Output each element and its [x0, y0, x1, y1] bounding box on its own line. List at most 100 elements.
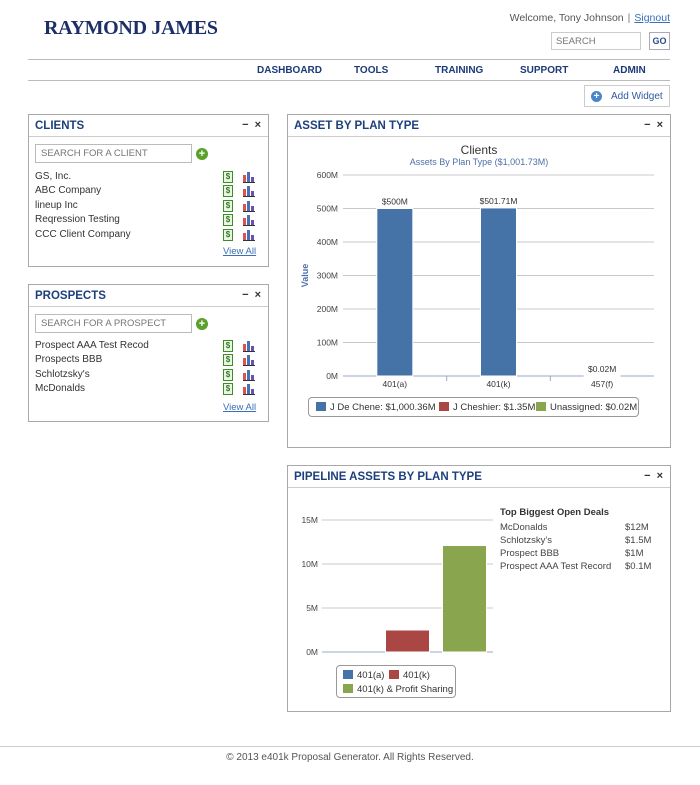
y-tick-label: 200M: [317, 304, 338, 314]
dollar-document-icon[interactable]: $: [223, 383, 233, 396]
deal-value: $1M: [625, 548, 644, 559]
list-item-name[interactable]: Prospects BBB: [35, 354, 103, 366]
legend-item[interactable]: Unassigned: $0.02M: [536, 402, 637, 413]
global-search-input[interactable]: [551, 32, 641, 50]
asset-panel-header: ASSET BY PLAN TYPE − ×: [288, 115, 670, 137]
x-tick-label: 401(a): [383, 379, 408, 389]
pipeline-chart-legend: 401(a) 401(k) 401(k) & Profit Sharing: [336, 665, 456, 698]
list-item-name[interactable]: CCC Client Company: [35, 228, 131, 240]
deal-row: Schlotzsky's $1.5M: [500, 535, 660, 548]
pipeline-panel-title: PIPELINE ASSETS BY PLAN TYPE: [294, 471, 482, 483]
nav-tools[interactable]: TOOLS: [354, 65, 389, 76]
close-icon[interactable]: ×: [656, 119, 663, 131]
go-button[interactable]: GO: [649, 32, 670, 50]
dollar-document-icon[interactable]: $: [223, 228, 233, 241]
nav-dashboard[interactable]: DASHBOARD: [257, 65, 322, 76]
legend-item[interactable]: 401(a): [343, 670, 384, 681]
dollar-document-icon[interactable]: $: [223, 185, 233, 198]
y-tick-label: 0M: [306, 647, 318, 657]
deal-name: Prospect AAA Test Record: [500, 561, 612, 572]
bar-chart-icon[interactable]: [243, 172, 255, 183]
dollar-document-icon[interactable]: $: [223, 199, 233, 212]
minimize-icon[interactable]: −: [644, 470, 651, 482]
add-widget-label: Add Widget: [611, 90, 663, 102]
list-item-name[interactable]: Reqression Testing: [35, 214, 120, 226]
dollar-document-icon[interactable]: $: [223, 171, 233, 183]
list-item: lineup Inc $: [35, 199, 257, 214]
chart-title: Clients: [461, 143, 498, 157]
dollar-document-icon[interactable]: $: [223, 214, 233, 227]
minimize-icon[interactable]: −: [242, 289, 249, 301]
dollar-document-icon[interactable]: $: [223, 340, 233, 352]
dollar-document-icon[interactable]: $: [223, 368, 233, 381]
list-item: GS, Inc. $: [35, 171, 257, 185]
close-icon[interactable]: ×: [254, 289, 261, 301]
bar-chart-icon[interactable]: [243, 215, 255, 227]
clients-view-all-link[interactable]: View All: [223, 246, 257, 257]
footer-divider: [0, 746, 700, 747]
add-prospect-icon[interactable]: +: [196, 318, 208, 330]
list-item-name[interactable]: lineup Inc: [35, 199, 78, 211]
bar-chart-icon[interactable]: [243, 186, 255, 198]
welcome-text: Welcome, Tony Johnson: [509, 12, 624, 24]
y-tick-label: 300M: [317, 271, 338, 281]
prospects-view-all-link[interactable]: View All: [223, 402, 257, 413]
dollar-document-icon[interactable]: $: [223, 354, 233, 367]
bar-chart-icon[interactable]: [243, 229, 255, 241]
bar-chart-icon[interactable]: [243, 369, 255, 381]
list-item-name[interactable]: ABC Company: [35, 185, 102, 197]
list-item-name[interactable]: Schlotzsky's: [35, 368, 90, 380]
bar-chart-icon[interactable]: [243, 384, 255, 396]
y-tick-label: 0M: [326, 371, 338, 381]
nav-support[interactable]: SUPPORT: [520, 65, 569, 76]
logo: RAYMOND JAMES: [44, 17, 218, 39]
signout-link[interactable]: Signout: [634, 12, 670, 24]
list-item-name[interactable]: GS, Inc.: [35, 171, 72, 182]
bar-chart-icon[interactable]: [243, 355, 255, 367]
deal-value: $0.1M: [625, 561, 652, 572]
y-tick-label: 5M: [306, 603, 318, 613]
legend-label: 401(a): [357, 670, 385, 681]
list-item-name[interactable]: Prospect AAA Test Recod: [35, 340, 149, 351]
y-tick-label: 100M: [317, 338, 338, 348]
close-icon[interactable]: ×: [254, 119, 261, 131]
deal-row: Prospect AAA Test Record $0.1M: [500, 561, 660, 574]
legend-swatch: [316, 402, 326, 411]
list-item-name[interactable]: McDonalds: [35, 383, 86, 395]
minimize-icon[interactable]: −: [242, 119, 249, 131]
asset-panel-title: ASSET BY PLAN TYPE: [294, 120, 420, 132]
clients-panel-title: CLIENTS: [35, 120, 85, 132]
x-tick-label: 401(k): [486, 379, 510, 389]
client-search-input[interactable]: [35, 144, 192, 163]
clients-panel: CLIENTS −× + GS, Inc.$ABC Company$lineup…: [28, 114, 269, 267]
prospect-search-input[interactable]: [35, 314, 192, 333]
legend-label: J De Chene: $1,000.36M: [330, 402, 436, 413]
bar-chart-icon[interactable]: [243, 200, 255, 212]
close-icon[interactable]: ×: [656, 470, 663, 482]
add-widget-button[interactable]: + Add Widget: [584, 85, 670, 107]
clients-panel-header: CLIENTS − ×: [29, 115, 268, 137]
welcome-bar: Welcome, Tony Johnson | Signout: [510, 12, 670, 24]
deal-row: Prospect BBB $1M: [500, 548, 660, 561]
pipeline-bar-chart: 0M 5M 10M 15M: [301, 515, 493, 657]
legend-swatch: [343, 670, 353, 679]
bar: [385, 629, 430, 653]
add-client-icon[interactable]: +: [196, 148, 208, 160]
list-item: Schlotzsky's $: [35, 368, 257, 383]
legend-label: 401(k): [403, 670, 430, 681]
top-deals-title: Top Biggest Open Deals: [500, 507, 610, 518]
legend-item[interactable]: 401(k) & Profit Sharing: [343, 684, 453, 695]
bar: [480, 207, 517, 377]
nav-training[interactable]: TRAINING: [435, 65, 484, 76]
legend-item[interactable]: J Cheshier: $1.35M: [439, 402, 535, 413]
bar-chart-icon[interactable]: [243, 341, 255, 352]
legend-label: 401(k) & Profit Sharing: [357, 684, 454, 695]
pipeline-panel-header: PIPELINE ASSETS BY PLAN TYPE − ×: [288, 466, 670, 488]
prospects-panel-header: PROSPECTS − ×: [29, 285, 268, 307]
nav-admin[interactable]: ADMIN: [613, 65, 646, 76]
legend-label: J Cheshier: $1.35M: [453, 402, 536, 413]
legend-item[interactable]: J De Chene: $1,000.36M: [316, 402, 436, 413]
minimize-icon[interactable]: −: [644, 119, 651, 131]
footer-text: © 2013 e401k Proposal Generator. All Rig…: [226, 752, 474, 763]
legend-item[interactable]: 401(k): [389, 670, 430, 681]
